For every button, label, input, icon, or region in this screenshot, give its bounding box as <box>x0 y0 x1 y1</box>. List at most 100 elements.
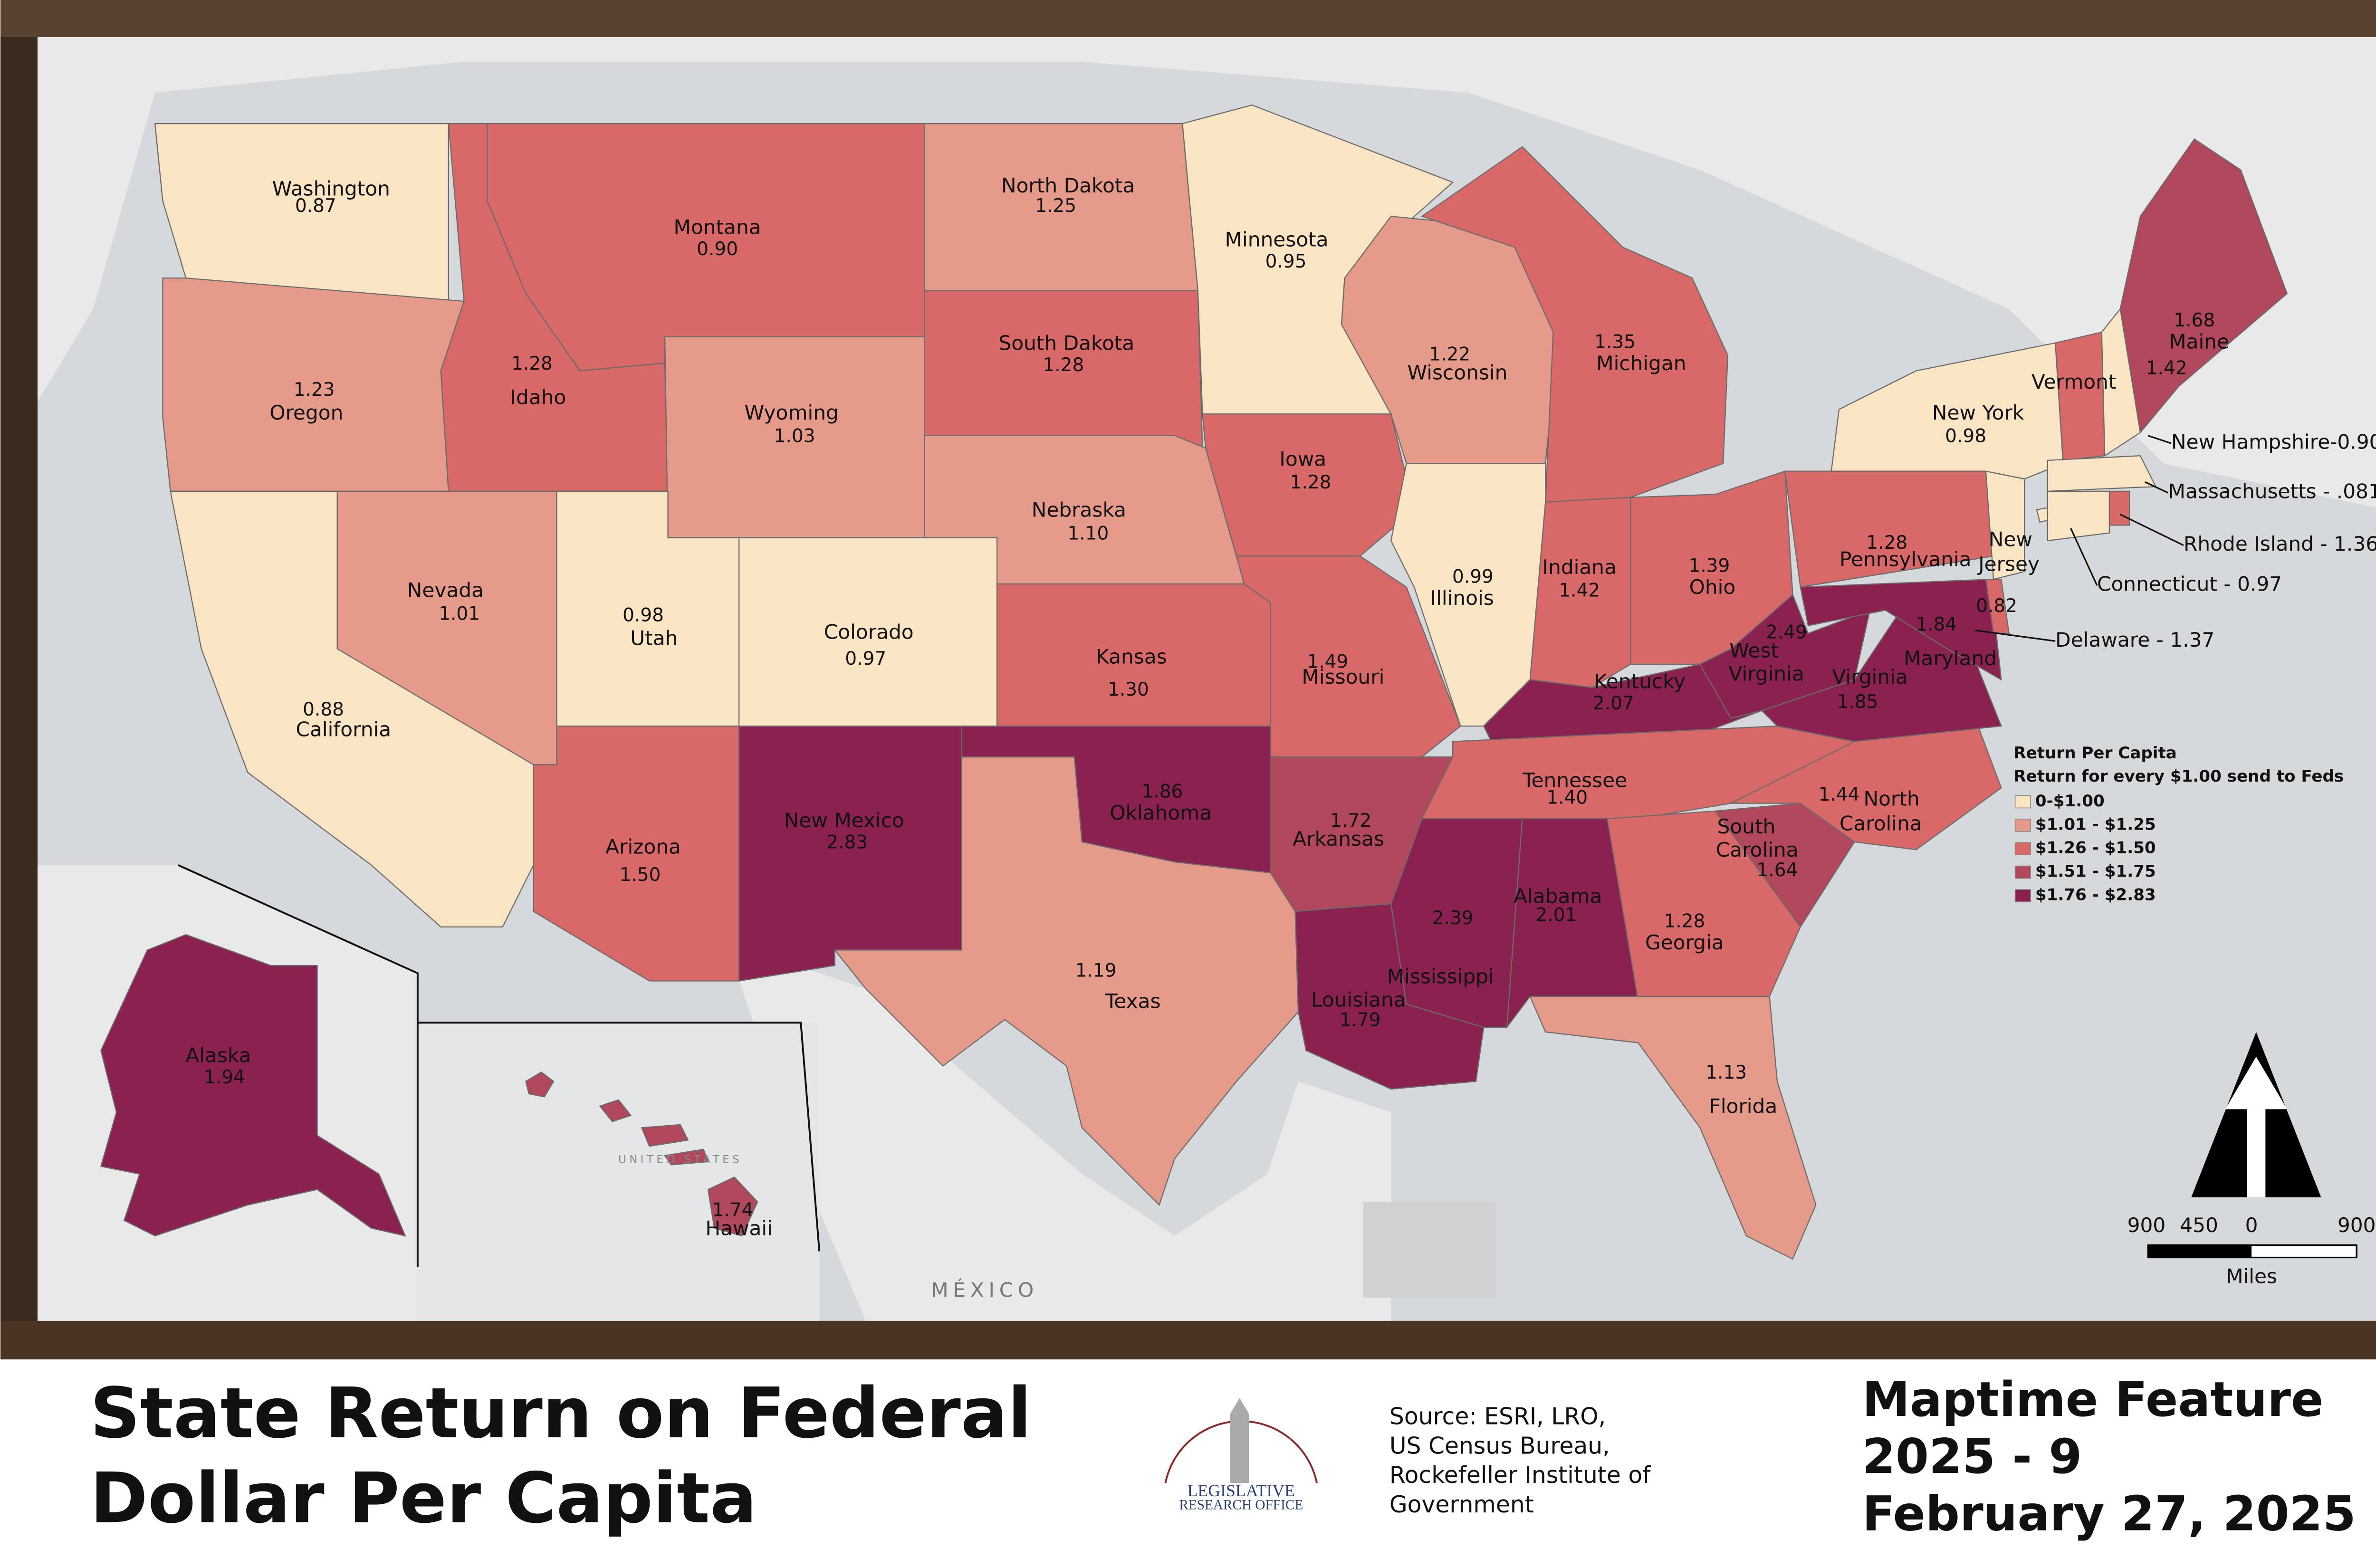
state-value: 0.99 <box>1452 566 1494 587</box>
state-name: Virginia <box>1832 665 1907 688</box>
state-name: Maine <box>2169 330 2229 353</box>
state-value: 2.83 <box>826 832 868 853</box>
scale-label: 0 <box>2245 1214 2258 1237</box>
source: Rockefeller Institute of <box>1389 1462 1651 1489</box>
state-value: 1.30 <box>1108 679 1149 700</box>
state-name: North Dakota <box>1001 174 1135 197</box>
north-arrow <box>2191 1032 2321 1197</box>
scale-label: 450 <box>2180 1214 2218 1237</box>
state-value: 1.28 <box>1664 910 1705 932</box>
inset-line <box>417 1022 821 1252</box>
state-shape <box>1529 995 1817 1260</box>
state-name: Colorado <box>824 621 914 644</box>
state-name: Pennsylvania <box>1839 548 1972 571</box>
state-value: 2.07 <box>1593 693 1634 714</box>
state-name: Texas <box>1105 990 1161 1013</box>
state-name: Washington <box>272 177 390 200</box>
state-name: Virginia <box>1729 662 1804 685</box>
state-name: Wisconsin <box>1407 361 1507 384</box>
legend-items: 0-$1.00 $1.01 - $1.25 $1.26 - $1.50 $1.51 -… <box>2014 792 2156 905</box>
legend-label: 0-$1.00 <box>2035 792 2105 811</box>
callout-label: Delaware - 1.37 <box>2055 628 2214 651</box>
state-value: 1.68 <box>2174 310 2215 331</box>
state-value: 1.35 <box>1594 331 1636 353</box>
mexico-land <box>727 942 1391 1321</box>
state-name: Iowa <box>1279 447 1326 470</box>
logo-text: RESEARCH OFFICE <box>1179 1498 1303 1513</box>
callout-label: Rhode Island - 1.36 <box>2184 532 2376 555</box>
legend-swatch <box>2014 889 2031 902</box>
callout-label: New Hampshire-0.90 <box>2171 430 2376 454</box>
state-value: 0.90 <box>697 239 738 260</box>
state-name: Arizona <box>605 835 681 858</box>
state-shape <box>2108 490 2130 526</box>
state-name: Vermont <box>2031 370 2117 393</box>
states <box>100 104 2288 1260</box>
logo: LEGISLATIVE RESEARCH OFFICE <box>1164 1398 1318 1513</box>
state-name: Kansas <box>1096 645 1167 669</box>
state-value: 1.79 <box>1340 1010 1381 1031</box>
state-value: 1.01 <box>439 603 480 624</box>
basemap-label: UNITED STATES <box>618 1154 742 1166</box>
state-value: 0.88 <box>303 699 344 720</box>
state-value: 1.94 <box>204 1067 245 1088</box>
state-value: 1.28 <box>1043 354 1084 376</box>
state-value: 1.28 <box>511 353 553 374</box>
state-name: Alabama <box>1514 884 1602 908</box>
callout-line <box>2120 514 2184 546</box>
footer <box>0 1359 2376 1568</box>
state-name: California <box>296 717 391 741</box>
state-value: 1.85 <box>1837 691 1878 713</box>
state-value: 1.49 <box>1307 651 1348 672</box>
state-name: New York <box>1932 401 2024 424</box>
legend-swatch <box>2014 842 2031 856</box>
state-shape <box>834 756 1299 1206</box>
state-name: Wyoming <box>744 401 838 424</box>
state-value: 1.44 <box>1819 784 1860 805</box>
scale-label: 900 <box>2127 1214 2166 1237</box>
legend-swatch <box>2014 795 2031 809</box>
inset-line <box>178 864 419 1267</box>
logo-text: LEGISLATIVE <box>1188 1481 1295 1500</box>
state-value: 1.42 <box>1559 580 1600 602</box>
callout-line <box>2070 528 2098 586</box>
callout-label: Connecticut - 0.97 <box>2097 573 2282 596</box>
state-value: 0.98 <box>1945 426 1986 447</box>
state-shape <box>2101 307 2141 457</box>
state-name: Tennessee <box>1522 769 1627 792</box>
logo-dome <box>1230 1398 1249 1414</box>
state-value: 0.82 <box>1976 595 2017 617</box>
state-shape <box>738 725 962 982</box>
state-value: 0.95 <box>1265 251 1307 272</box>
logo-tower <box>1230 1413 1249 1483</box>
state-name: Mississippi <box>1387 965 1494 988</box>
state-value: 2.01 <box>1536 904 1577 926</box>
state-name: South Dakota <box>998 332 1134 355</box>
arrow-shaft <box>2225 1056 2287 1197</box>
state-value: 1.64 <box>1757 860 1798 881</box>
state-value: 1.72 <box>1330 810 1371 832</box>
state-value: 1.86 <box>1142 781 1183 802</box>
legend-label: $1.76 - $2.83 <box>2035 886 2156 905</box>
state-name: Hawaii <box>705 1216 773 1240</box>
state-name: Michigan <box>1596 352 1686 375</box>
state-value: 0.97 <box>845 648 886 669</box>
state-value: 0.98 <box>623 605 664 626</box>
state-shape <box>2047 490 2110 542</box>
state-name: Nebraska <box>1032 498 1126 522</box>
state-value: 1.10 <box>1067 523 1109 544</box>
state-value: 1.22 <box>1429 344 1470 365</box>
ceiling <box>0 0 2376 38</box>
state-name: Alaska <box>185 1043 251 1067</box>
state-name: Georgia <box>1645 931 1724 954</box>
state-shape <box>2119 138 2288 434</box>
state-name: Carolina <box>1839 812 1922 835</box>
legend: Return Per Capita Return for every $1.00… <box>2013 744 2344 904</box>
legend-swatch <box>2014 865 2031 879</box>
state-value: 1.03 <box>774 426 815 447</box>
state-name: Carolina <box>1716 838 1799 861</box>
callout-label: Massachusetts - .081 <box>2168 480 2376 503</box>
state-name: Oklahoma <box>1110 801 1212 824</box>
